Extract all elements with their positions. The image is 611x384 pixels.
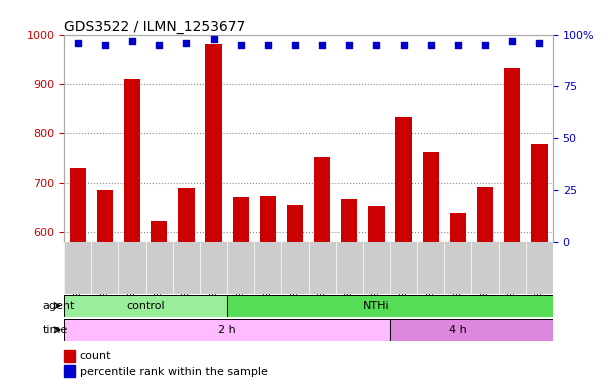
Bar xyxy=(504,68,521,242)
Bar xyxy=(390,242,417,294)
Point xyxy=(127,38,137,44)
Bar xyxy=(70,168,86,242)
Point xyxy=(317,42,327,48)
Text: count: count xyxy=(80,351,111,361)
Bar xyxy=(227,242,254,294)
Bar xyxy=(64,295,227,317)
Point xyxy=(208,36,218,42)
Bar xyxy=(205,45,222,242)
Bar xyxy=(390,319,553,341)
Bar xyxy=(64,319,390,341)
Bar xyxy=(472,242,499,294)
Bar xyxy=(531,144,547,242)
Bar xyxy=(64,350,75,362)
Text: 2 h: 2 h xyxy=(218,325,236,335)
Bar xyxy=(173,242,200,294)
Text: 4 h: 4 h xyxy=(449,325,467,335)
Bar xyxy=(227,295,553,317)
Point xyxy=(181,40,191,46)
Bar xyxy=(64,365,75,377)
Point xyxy=(426,42,436,48)
Point xyxy=(73,40,82,46)
Bar xyxy=(145,242,173,294)
Text: percentile rank within the sample: percentile rank within the sample xyxy=(80,366,268,377)
Point xyxy=(100,42,110,48)
Point xyxy=(236,42,246,48)
Bar xyxy=(363,242,390,294)
Bar xyxy=(526,242,553,294)
Point xyxy=(290,42,300,48)
Point xyxy=(155,42,164,48)
Point xyxy=(535,40,544,46)
Text: control: control xyxy=(126,301,165,311)
Bar xyxy=(97,190,113,242)
Bar xyxy=(91,242,119,294)
Bar xyxy=(309,242,335,294)
FancyArrow shape xyxy=(65,302,72,310)
Text: time: time xyxy=(42,325,68,335)
Bar xyxy=(282,242,309,294)
Bar xyxy=(287,205,303,242)
Bar xyxy=(314,157,331,242)
Bar xyxy=(417,242,444,294)
Bar xyxy=(450,213,466,242)
Text: agent: agent xyxy=(42,301,75,311)
Point xyxy=(453,42,463,48)
Bar xyxy=(499,242,526,294)
Bar xyxy=(151,221,167,242)
Bar xyxy=(64,242,91,294)
Point xyxy=(371,42,381,48)
Point xyxy=(345,42,354,48)
Point xyxy=(399,42,409,48)
Bar xyxy=(178,188,194,242)
Text: GDS3522 / ILMN_1253677: GDS3522 / ILMN_1253677 xyxy=(64,20,246,33)
Point xyxy=(263,42,273,48)
Bar xyxy=(124,79,140,242)
Bar xyxy=(119,242,145,294)
Bar xyxy=(444,242,472,294)
Bar xyxy=(341,199,357,242)
Bar xyxy=(395,117,412,242)
Bar xyxy=(260,197,276,242)
Bar xyxy=(335,242,363,294)
Point xyxy=(507,38,517,44)
Text: NTHi: NTHi xyxy=(363,301,390,311)
Bar xyxy=(200,242,227,294)
Bar xyxy=(477,187,493,242)
Bar xyxy=(233,197,249,242)
Bar xyxy=(368,206,384,242)
Bar xyxy=(254,242,282,294)
Point xyxy=(480,42,490,48)
Bar xyxy=(423,152,439,242)
